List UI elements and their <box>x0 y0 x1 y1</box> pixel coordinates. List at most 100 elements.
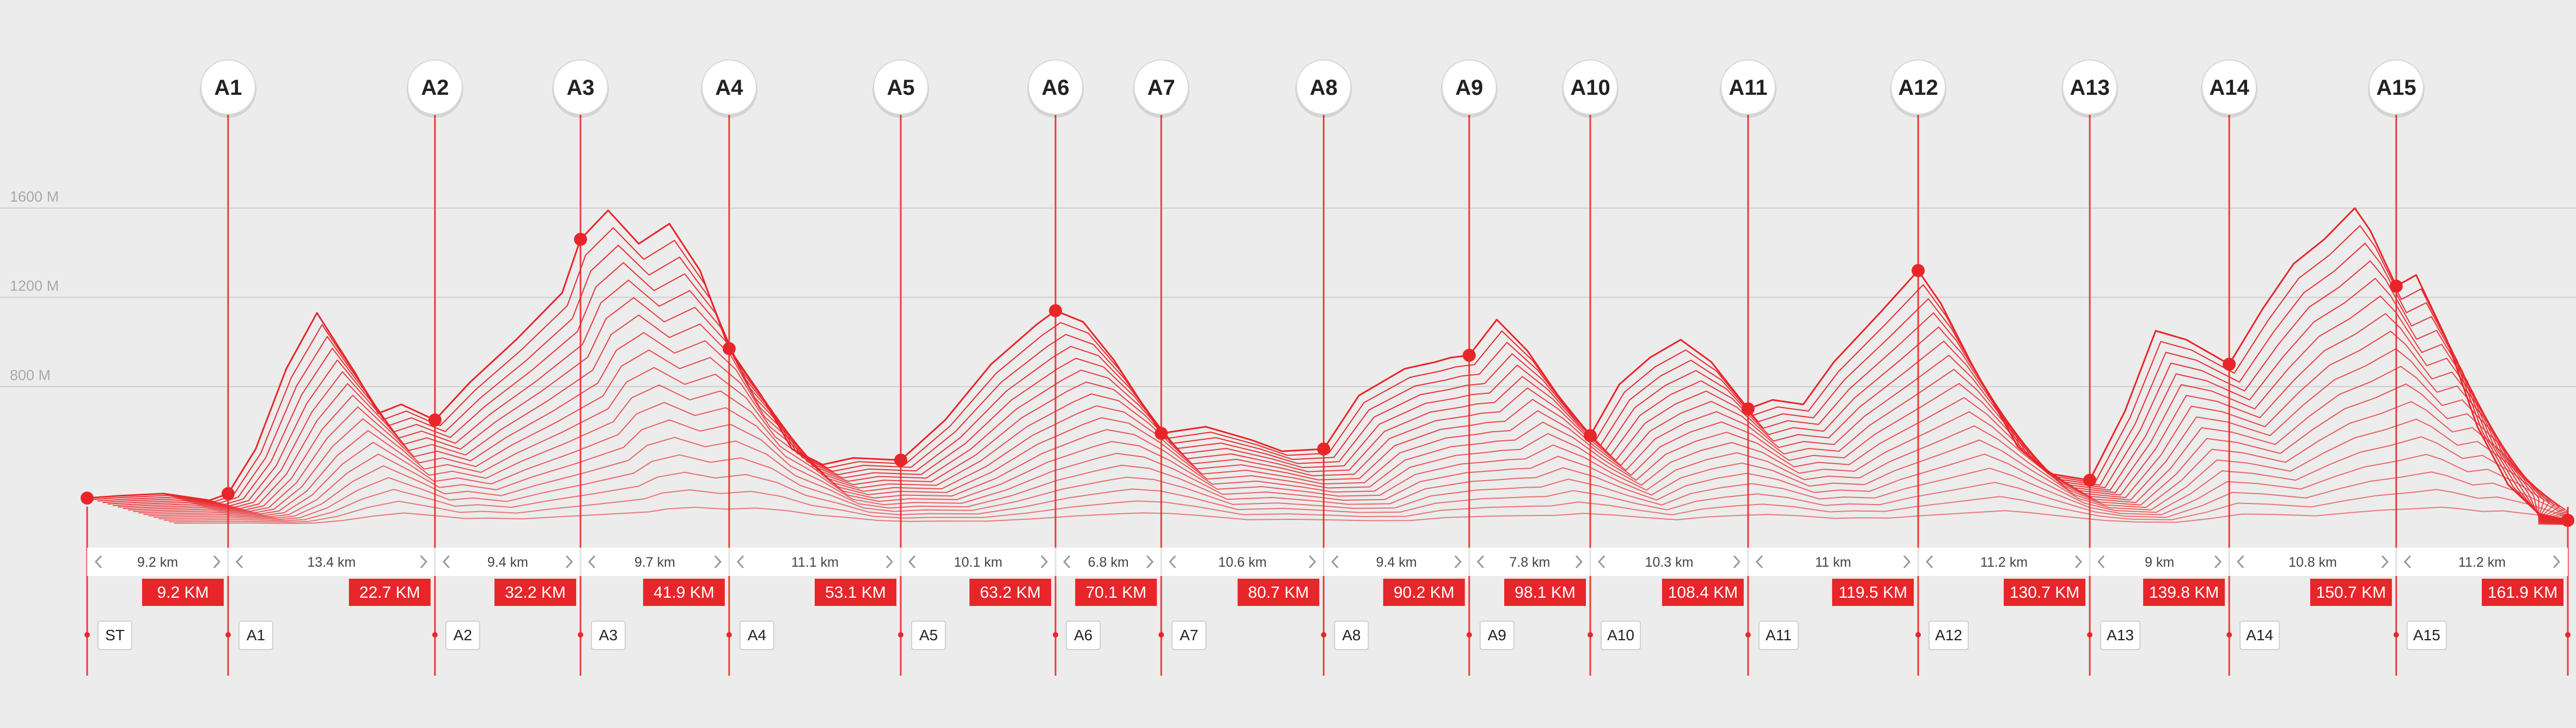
segment-distance-label: 9 km <box>2145 555 2174 570</box>
km-badge-label: 80.7 KM <box>1248 584 1309 602</box>
header-marker-circle <box>552 59 608 115</box>
chevron-left-icon <box>442 555 450 569</box>
profile-ridge-line <box>107 278 2568 522</box>
profile-ridge-line <box>174 506 2568 525</box>
checkpoint-point <box>1584 429 1597 442</box>
chevron-left-icon <box>94 555 102 569</box>
checkpoint-point <box>2561 514 2574 527</box>
profile-ridge-line <box>143 401 2568 524</box>
segment-distance-label: 11 km <box>1815 555 1851 570</box>
bottom-point <box>2393 632 2399 638</box>
km-badge <box>2482 579 2563 606</box>
bottom-point <box>432 632 438 638</box>
profile-ridge-line <box>163 471 2568 525</box>
chevron-right-icon <box>1146 555 1154 569</box>
checkpoint-point <box>1462 349 1476 362</box>
chevron-right-icon <box>1903 555 1911 569</box>
bottom-point <box>1158 632 1164 638</box>
checkpoint-label-box <box>739 621 774 650</box>
km-badge <box>142 579 224 606</box>
km-badge <box>494 579 576 606</box>
checkpoint-point <box>428 413 442 427</box>
segment-distance-label: 9.2 km <box>137 555 178 570</box>
checkpoint-label-box <box>1928 621 1969 650</box>
checkpoint-point <box>81 492 94 505</box>
chevron-right-icon <box>2381 555 2389 569</box>
km-badge <box>1075 579 1157 606</box>
header-marker-circle <box>2201 59 2257 115</box>
profile-ridge-line <box>118 313 2568 523</box>
checkpoint-point <box>1155 427 1168 440</box>
checkpoint-point <box>2083 474 2097 487</box>
header-marker-circle <box>2062 59 2118 115</box>
bottom-point <box>1321 632 1327 638</box>
checkpoint-label-box <box>911 621 946 650</box>
chevron-left-icon <box>1063 555 1071 569</box>
km-badge <box>814 579 896 606</box>
gridlines <box>0 207 2576 387</box>
elevation-profile <box>87 207 2568 525</box>
km-badge <box>1832 579 1914 606</box>
km-badge <box>2143 579 2225 606</box>
header-marker-circle <box>1028 59 1084 115</box>
segment-distance-label: 6.8 km <box>1088 555 1129 570</box>
chevron-left-icon <box>235 555 243 569</box>
checkpoint-label-text: A1 <box>247 627 265 644</box>
profile-ridge-line <box>97 242 2568 521</box>
checkpoint-label-text: A3 <box>599 627 618 644</box>
bottom-point <box>2226 632 2232 638</box>
km-badge-label: 90.2 KM <box>1394 584 1455 602</box>
bottom-point <box>1915 632 1921 638</box>
checkpoint-bottom-labels: ST A1 A2 A3 A4 A5 A6 A7 A8 A9 A10 A11 A12 A13 A14 A15 <box>84 621 2571 650</box>
checkpoint-label-box <box>97 621 132 650</box>
profile-ridge-line <box>148 418 2568 524</box>
checkpoint-lines <box>86 104 2569 676</box>
checkpoint-point <box>1317 442 1330 456</box>
chevron-right-icon <box>1733 555 1741 569</box>
header-marker-label: A12 <box>1898 76 1938 100</box>
km-badge-label: 53.1 KM <box>825 584 886 602</box>
header-marker-circle <box>200 59 256 115</box>
bottom-point <box>84 632 90 638</box>
km-badge-label: 22.7 KM <box>359 584 420 602</box>
km-badge <box>1662 579 1744 606</box>
header-marker-circle <box>2368 59 2424 115</box>
checkpoint-label-box <box>1171 621 1207 650</box>
profile-ridge-line <box>92 225 2568 521</box>
checkpoint-point <box>573 233 587 246</box>
profile-ridge-line <box>87 207 2568 521</box>
checkpoint-label-box <box>1601 621 1641 650</box>
km-badge-label: 130.7 KM <box>2010 584 2079 602</box>
header-marker-label: A1 <box>214 76 242 100</box>
segment-distance-label: 10.8 km <box>2288 555 2337 570</box>
km-badge-label: 32.2 KM <box>505 584 566 602</box>
checkpoint-point <box>1049 304 1063 318</box>
km-badge-label: 63.2 KM <box>980 584 1041 602</box>
km-badge-label: 108.4 KM <box>1668 584 1738 602</box>
segment-distance-label: 9.4 km <box>487 555 528 570</box>
header-marker-label: A11 <box>1729 76 1767 100</box>
checkpoint-label-text: A4 <box>748 627 766 644</box>
checkpoint-label-box <box>445 621 480 650</box>
checkpoint-label-text: A15 <box>2413 627 2440 644</box>
profile-ridge-line <box>123 330 2568 523</box>
checkpoint-label-text: A14 <box>2246 627 2273 644</box>
checkpoint-point <box>722 342 736 355</box>
checkpoint-label-text: A7 <box>1180 627 1198 644</box>
checkpoint-label-text: A10 <box>1607 627 1634 644</box>
segment-distance-label: 11.2 km <box>2458 555 2506 570</box>
chevron-right-icon <box>565 555 573 569</box>
header-marker-circle <box>1562 59 1619 115</box>
header-marker-circle <box>701 59 757 115</box>
chevron-left-icon <box>2097 555 2105 569</box>
km-badge <box>969 579 1052 606</box>
bottom-point <box>1745 632 1751 638</box>
segment-distance-bar: 9.2 km 13.4 km 9.4 km 9.7 km 11.1 km 10.1 km 6… <box>87 548 2568 576</box>
profile-ridge-line <box>102 260 2568 522</box>
checkpoint-label-box <box>2100 621 2141 650</box>
checkpoint-label-text: A11 <box>1766 627 1792 644</box>
km-badge <box>349 579 431 606</box>
checkpoint-points <box>81 233 2574 527</box>
y-tick-label: 1600 M <box>10 189 59 205</box>
